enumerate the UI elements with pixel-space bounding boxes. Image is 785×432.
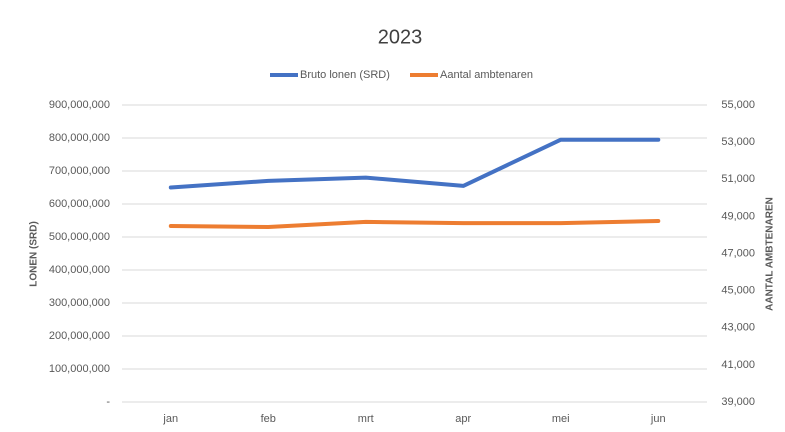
x-tick-label: apr <box>455 413 471 425</box>
y-tick-label: 600,000,000 <box>49 198 110 210</box>
y-tick-label: 100,000,000 <box>49 363 110 375</box>
x-tick-label: mrt <box>358 413 374 425</box>
y-tick-label: 800,000,000 <box>49 132 110 144</box>
y2-tick-label: 49,000 <box>721 210 755 222</box>
y-tick-label: 500,000,000 <box>49 231 110 243</box>
y-tick-label: 900,000,000 <box>49 99 110 111</box>
y2-tick-label: 45,000 <box>721 285 755 297</box>
y2-tick-label: 51,000 <box>721 173 755 185</box>
y-tick-label: 400,000,000 <box>49 264 110 276</box>
y2-tick-label: 43,000 <box>721 322 755 334</box>
y2-tick-label: 47,000 <box>721 247 755 259</box>
x-tick-label: mei <box>552 413 570 425</box>
y2-tick-label: 41,000 <box>721 359 755 371</box>
y2-tick-label: 53,000 <box>721 136 755 148</box>
x-tick-label: feb <box>261 413 276 425</box>
legend-label: Bruto lonen (SRD) <box>300 69 390 81</box>
series-line <box>168 137 661 190</box>
x-tick-label: jan <box>162 413 178 425</box>
chart-title: 2023 <box>378 26 423 48</box>
y-tick-label: 700,000,000 <box>49 165 110 177</box>
y-axis-title: LONEN (SRD) <box>29 221 40 287</box>
y2-tick-label: 39,000 <box>721 396 755 408</box>
y2-axis-title: AANTAL AMBTENAREN <box>765 197 776 311</box>
legend-label: Aantal ambtenaren <box>440 69 533 81</box>
y-tick-label: 200,000,000 <box>49 330 110 342</box>
series-line <box>168 219 661 229</box>
y-tick-label: - <box>106 396 110 408</box>
x-tick-label: jun <box>650 413 666 425</box>
y-tick-label: 300,000,000 <box>49 297 110 309</box>
y2-tick-label: 55,000 <box>721 99 755 111</box>
